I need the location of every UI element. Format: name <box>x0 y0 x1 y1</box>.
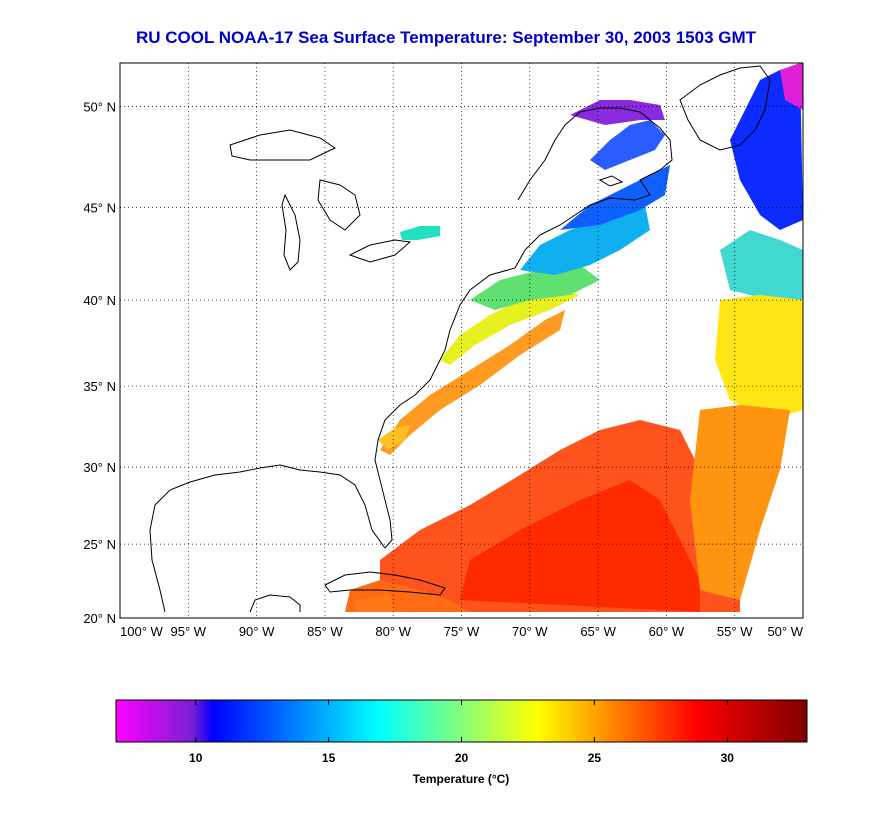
lon-tick-label: 50° W <box>767 624 803 639</box>
sst-scotian <box>560 165 670 230</box>
lat-tick-label: 30° N <box>83 460 116 475</box>
lon-tick-label: 100° W <box>120 624 164 639</box>
lon-tick-label: 80° W <box>375 624 411 639</box>
colorbar-ticks: 10 15 20 25 30 <box>189 700 734 765</box>
coast-gulf <box>149 464 386 613</box>
sst-st-lawrence-estuary <box>570 100 665 125</box>
sst-east-strip-mid <box>720 230 803 300</box>
lon-tick-label: 95° W <box>171 624 207 639</box>
lon-tick-label: 90° W <box>239 624 275 639</box>
coast-maritimes <box>517 107 673 236</box>
colorbar-tick-label: 10 <box>189 751 203 765</box>
coast-newfoundland <box>679 65 771 151</box>
sst-ga-coast <box>378 425 410 450</box>
sst-hot-core <box>460 480 700 612</box>
sst-east-strip-yellow <box>715 295 803 420</box>
sst-east-strip-orange <box>690 405 790 600</box>
colorbar-tick-label: 20 <box>455 751 469 765</box>
colorbar-label: Temperature (°C) <box>413 772 510 786</box>
coast-us-east <box>374 234 541 549</box>
lon-tick-label: 70° W <box>512 624 548 639</box>
lat-tick-labels: 50° N 45° N 40° N 35° N 30° N 25° N 20° N <box>83 99 116 626</box>
sst-gulf-stream <box>380 310 565 455</box>
coast-lake-michigan <box>281 193 301 271</box>
sst-labrador <box>780 63 803 110</box>
coast-lake-superior <box>229 129 337 161</box>
lon-tick-label: 65° W <box>580 624 616 639</box>
colorbar-tick-label: 30 <box>721 751 735 765</box>
sst-shelf-yellow <box>440 290 580 365</box>
coast-yucatan <box>249 594 301 613</box>
lon-tick-label: 75° W <box>444 624 480 639</box>
sst-gulf-maine <box>520 205 650 275</box>
lon-tick-label: 85° W <box>307 624 343 639</box>
coast-lake-huron <box>317 179 361 231</box>
map-frame <box>119 62 804 619</box>
lat-tick-label: 45° N <box>83 200 116 215</box>
coast-pei <box>598 175 624 187</box>
coast-cuba <box>324 571 446 596</box>
map-title: RU COOL NOAA-17 Sea Surface Temperature:… <box>135 28 757 47</box>
colorbar-tick-label: 25 <box>588 751 602 765</box>
coastlines <box>149 65 771 613</box>
lat-tick-label: 35° N <box>83 379 116 394</box>
colorbar-tick-label: 15 <box>322 751 336 765</box>
lon-tick-label: 55° W <box>717 624 753 639</box>
lat-tick-label: 25° N <box>83 537 116 552</box>
sst-lake-ontario <box>400 226 440 240</box>
coast-lake-erie <box>348 239 412 263</box>
sst-st-lawrence <box>590 120 665 170</box>
sst-cuba-south <box>355 595 395 612</box>
lat-tick-label: 40° N <box>83 293 116 308</box>
lat-tick-label: 20° N <box>83 611 116 626</box>
colorbar <box>115 699 808 743</box>
lat-tick-label: 50° N <box>83 99 116 114</box>
lon-tick-labels: 100° W 95° W 90° W 85° W 80° W 75° W 70° W 65° … <box>120 624 804 639</box>
lon-tick-label: 60° W <box>649 624 685 639</box>
sst-shelf-green <box>470 265 600 310</box>
